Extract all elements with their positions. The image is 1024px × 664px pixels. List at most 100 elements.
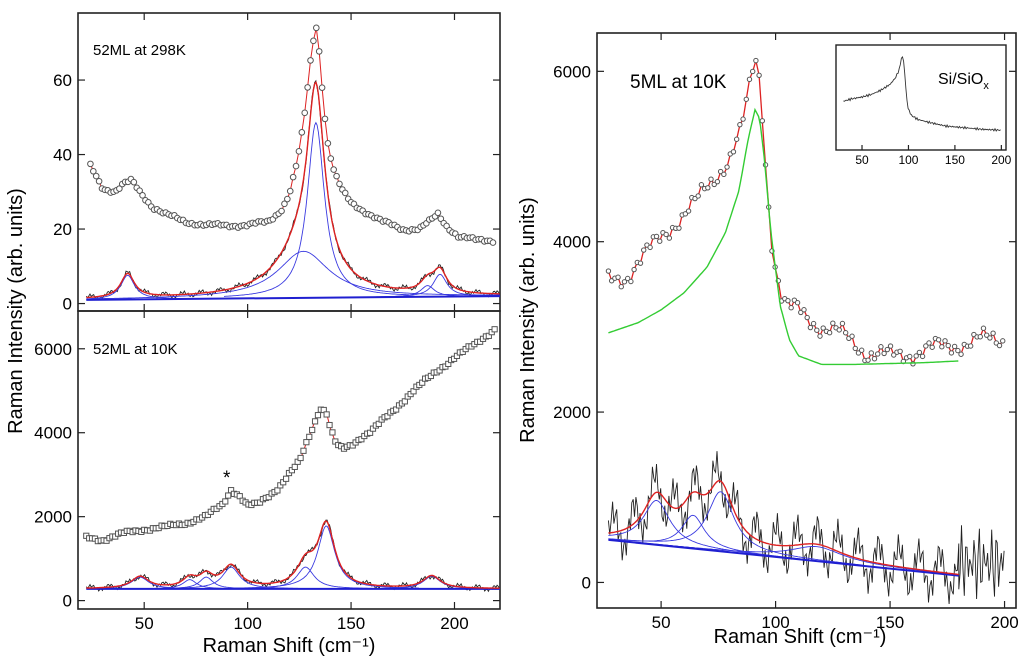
peak-star-marker: * xyxy=(223,468,231,489)
data-point xyxy=(327,155,335,162)
data-point xyxy=(852,345,858,352)
data-point xyxy=(951,343,958,350)
inset-plot: 50 100 150 200 xyxy=(843,55,1012,167)
data-point xyxy=(621,279,628,285)
y-tick-label-2: 40 xyxy=(53,146,72,165)
data-point xyxy=(291,463,298,470)
data-point xyxy=(283,475,290,482)
data-point xyxy=(785,297,791,304)
data-point xyxy=(724,164,730,170)
data-point xyxy=(996,342,1003,349)
data-point xyxy=(434,209,442,217)
baseline-line xyxy=(86,295,501,301)
y-tick-label-0: 0 xyxy=(63,592,72,611)
data-point xyxy=(330,166,337,173)
data-point xyxy=(641,247,647,253)
y-tick-label-1: 2000 xyxy=(553,403,591,422)
data-point xyxy=(820,325,826,331)
data-point xyxy=(311,418,319,425)
inset-frame xyxy=(835,44,1007,151)
fit-sum-line xyxy=(86,80,500,299)
data-point xyxy=(814,327,820,333)
inset-x-tick-label-3: 200 xyxy=(991,153,1011,167)
data-point xyxy=(309,426,316,434)
panel-right-plot: 0 2000 4000 6000 50 100 150 200 xyxy=(553,33,1019,632)
x-tick-label-2: 150 xyxy=(337,614,365,633)
data-point xyxy=(333,172,340,180)
data-point xyxy=(887,343,894,349)
data-point xyxy=(297,454,304,462)
inset-x-tick-label-0: 50 xyxy=(855,153,869,167)
data-point xyxy=(225,492,232,499)
data-point xyxy=(281,200,288,208)
data-point xyxy=(329,429,336,436)
peak-component-2 xyxy=(223,121,410,297)
inset-x-tick-label-2: 150 xyxy=(945,153,965,167)
peak-component-1 xyxy=(86,250,500,300)
data-point xyxy=(647,244,653,251)
y-tick-label-3: 6000 xyxy=(553,62,591,81)
data-point xyxy=(682,211,689,217)
data-point xyxy=(749,68,756,75)
data-point xyxy=(315,48,323,55)
data-point xyxy=(990,330,996,336)
subtracted-spectrum-line xyxy=(607,451,1005,605)
panel-bottom-left-frame xyxy=(77,310,501,610)
x-tick-label-2: 150 xyxy=(876,613,904,632)
data-point xyxy=(839,320,846,327)
x-tick-label-1: 100 xyxy=(761,613,789,632)
data-point xyxy=(274,487,281,494)
data-point xyxy=(980,325,987,331)
data-point xyxy=(624,275,631,282)
data-point xyxy=(794,299,801,306)
data-point xyxy=(948,350,955,356)
inset-spectrum-line xyxy=(843,55,1001,132)
data-point xyxy=(801,307,807,313)
fit-sum-line xyxy=(608,479,959,576)
data-point xyxy=(935,337,942,343)
data-point xyxy=(830,320,836,326)
data-point xyxy=(939,344,945,350)
data-point xyxy=(323,411,330,418)
data-point xyxy=(637,260,644,266)
y-tick-label-0: 0 xyxy=(63,295,72,314)
data-point xyxy=(605,268,612,274)
right-y-axis-label: Raman Intensity (arb. units) xyxy=(517,197,539,443)
data-point xyxy=(303,439,310,446)
data-point xyxy=(618,284,624,290)
data-point xyxy=(628,278,634,285)
data-point xyxy=(631,266,637,273)
data-point xyxy=(858,347,865,353)
peak-component-2 xyxy=(608,491,865,566)
left-y-axis-label: Raman Intensity (arb. units) xyxy=(5,188,27,434)
background-fit-line xyxy=(608,107,959,366)
data-point xyxy=(95,177,103,185)
data-point xyxy=(295,148,303,155)
data-point xyxy=(942,338,948,344)
data-point xyxy=(304,84,311,91)
data-point xyxy=(341,189,349,197)
data-point xyxy=(881,350,887,357)
inset-label: Si/SiOx xyxy=(938,71,989,92)
data-point xyxy=(945,342,951,349)
data-point xyxy=(836,327,842,333)
data-point xyxy=(897,348,903,355)
data-point xyxy=(923,343,929,349)
data-point xyxy=(278,207,285,215)
left-x-axis-label: Raman Shift (cm⁻¹) xyxy=(203,635,376,657)
data-point xyxy=(756,72,762,79)
data-point xyxy=(871,356,878,362)
panel-right-frame xyxy=(596,32,1017,609)
data-point xyxy=(977,334,983,340)
data-point xyxy=(804,314,810,321)
x-tick-label-3: 200 xyxy=(440,614,468,633)
data-point xyxy=(310,37,317,45)
data-point xyxy=(222,498,229,505)
data-point xyxy=(955,347,961,354)
panel-top-left-annotation: 52ML at 298K xyxy=(93,42,186,59)
data-point xyxy=(437,215,445,223)
data-point xyxy=(967,343,974,349)
data-point xyxy=(87,160,94,168)
data-point xyxy=(92,172,100,180)
data-point xyxy=(116,185,123,192)
